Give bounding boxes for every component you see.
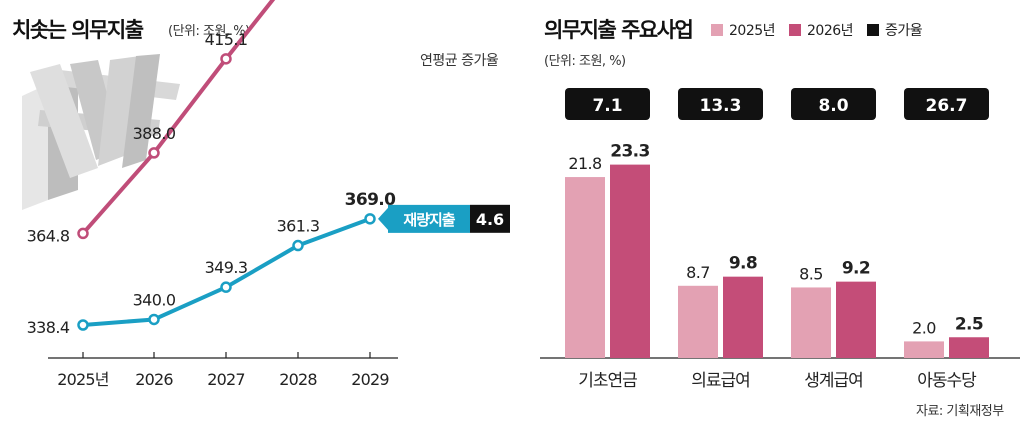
data-label: 338.4 (27, 318, 70, 337)
growth-value: 4.6 (476, 210, 504, 229)
category-label: 아동수당 (917, 371, 977, 391)
growth-box (791, 88, 876, 120)
data-point (292, 239, 304, 252)
bar (949, 337, 989, 358)
legend-swatch-2025 (711, 24, 723, 36)
data-point (148, 313, 160, 326)
bar (904, 341, 944, 358)
bar-chart: 7.1 21.8 23.3 기초연금 13.3 8.7 9.8 의료급여 8.0 8.5 9.2 생계… (540, 88, 1020, 391)
category-label: 생계급여 (804, 371, 863, 391)
data-point (220, 53, 232, 65)
bar-value-label: 2.5 (955, 314, 983, 334)
x-tick-label: 2026 (135, 370, 173, 389)
legend-swatch-2026 (789, 24, 802, 36)
growth-box (904, 88, 989, 120)
data-point (220, 281, 232, 293)
legend-label-growth: 증가율 (885, 23, 923, 39)
bar-value-label: 9.2 (842, 259, 870, 279)
category-label: 의료급여 (691, 371, 750, 391)
growth-label: 26.7 (926, 96, 968, 116)
right-chart-unit: (단위: 조원, %) (544, 54, 626, 69)
cagr-header: 연평균 증가율 (420, 53, 499, 69)
bar (610, 164, 650, 358)
series-tag: 재량지출 4.6 (378, 204, 510, 233)
growth-label: 13.3 (700, 96, 742, 116)
x-tick-label: 2028 (279, 370, 317, 389)
data-point (148, 147, 160, 159)
category-label: 기초연금 (578, 371, 637, 391)
data-point (77, 319, 89, 331)
source-note: 자료: 기획재정부 (916, 404, 1004, 419)
left-chart-unit: (단위: 조원, %) (168, 24, 250, 39)
legend-label-2025: 2025년 (729, 23, 776, 39)
bar (565, 177, 605, 358)
legend-label-2026: 2026년 (807, 23, 854, 39)
growth-box (678, 88, 763, 120)
legend: 2025년 2026년 증가율 (711, 20, 923, 40)
bar-value-label: 8.7 (686, 263, 710, 282)
bar-value-label: 9.8 (729, 254, 757, 274)
data-label: 361.3 (277, 217, 320, 236)
right-chart-title: 의무지출 주요사업 (544, 18, 694, 42)
data-point (364, 213, 376, 225)
data-label: 388.0 (133, 124, 176, 143)
data-label: 349.3 (205, 258, 248, 277)
bar (723, 276, 763, 358)
data-label: 369.0 (345, 190, 397, 210)
left-chart-title: 치솟는 의무지출 (12, 18, 144, 42)
series-name: 재량지출 (403, 211, 455, 229)
line-chart: 2025년2026202720282029364.8388.0415.1441.… (22, 0, 510, 389)
x-tick-label: 2027 (207, 370, 245, 389)
data-label: 364.8 (27, 226, 70, 245)
legend-swatch-growth (867, 24, 880, 36)
bar (836, 281, 876, 358)
bar-value-label: 2.0 (912, 318, 936, 337)
bar-value-label: 21.8 (568, 154, 602, 173)
bar-value-label: 23.3 (610, 142, 650, 162)
won-symbol-icon (22, 54, 180, 210)
x-tick-label: 2025년 (57, 370, 109, 389)
growth-label: 8.0 (818, 96, 848, 116)
data-point (77, 227, 89, 240)
bar (791, 287, 831, 358)
data-label: 340.0 (133, 290, 176, 309)
bar-value-label: 8.5 (799, 264, 823, 283)
growth-box (565, 88, 650, 120)
data-label: 415.1 (205, 30, 248, 49)
growth-label: 7.1 (592, 96, 622, 116)
bar (678, 285, 718, 358)
x-tick-label: 2029 (351, 370, 389, 389)
